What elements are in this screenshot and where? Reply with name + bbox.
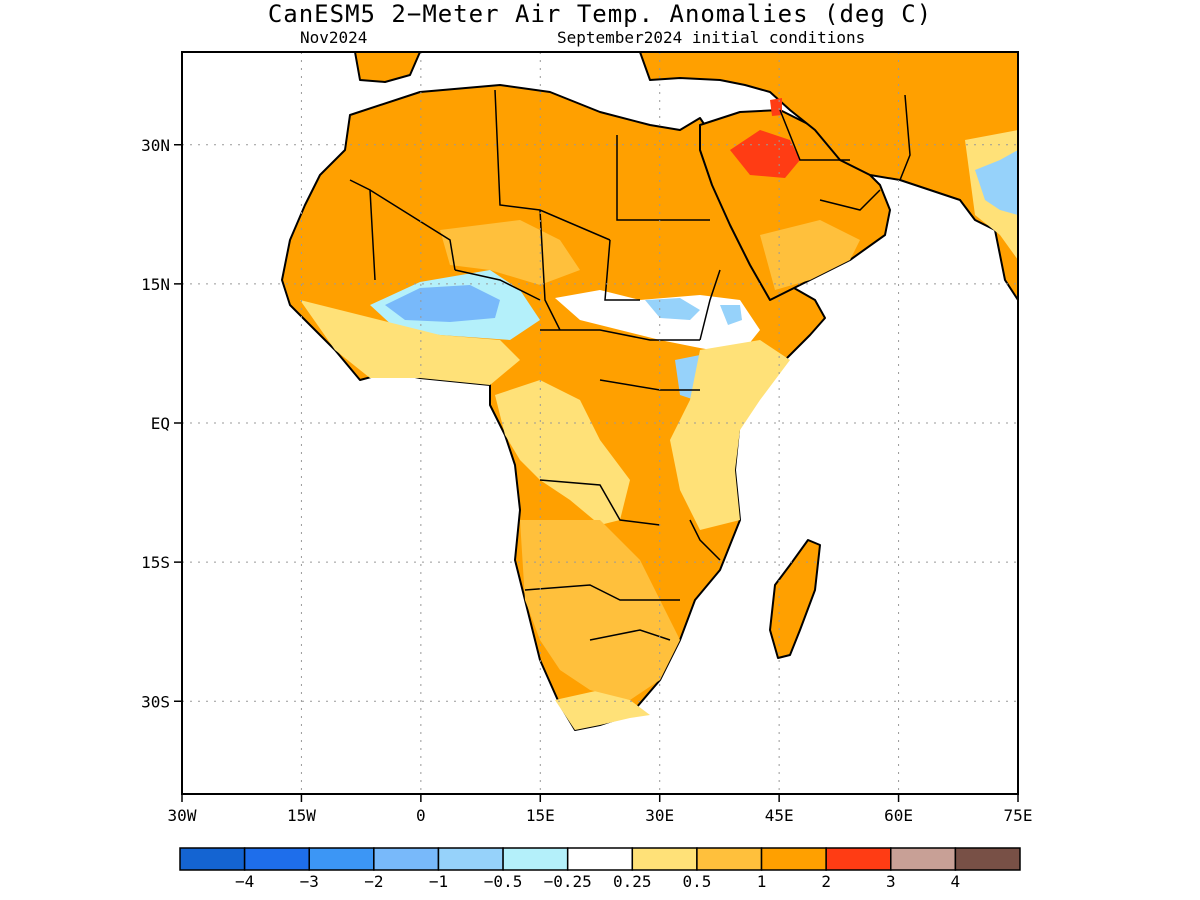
initial-conditions: September2024 initial conditions xyxy=(557,28,866,47)
colorbar-swatch xyxy=(566,847,634,871)
lat-tick-label: 15N xyxy=(141,275,170,294)
colorbar-label: 0.5 xyxy=(682,872,712,891)
axis-ticks: 30W 15W 0 15E 30E 45E 60E 75E 30N 15N EQ 15S 30S xyxy=(141,136,1032,825)
iraq-red xyxy=(730,130,800,178)
colorbar-swatch xyxy=(890,847,957,871)
lon-tick-label: 45E xyxy=(765,806,794,825)
colorbar-swatch xyxy=(373,847,440,871)
south-africa-yellow xyxy=(555,690,650,730)
colorbar-swatch xyxy=(243,847,310,871)
west-africa-yellow xyxy=(300,300,520,385)
colorbar-label: −0.5 xyxy=(483,872,523,891)
lon-tick-label: 15E xyxy=(526,806,555,825)
colorbar-swatch xyxy=(437,847,504,871)
east-africa-yellow xyxy=(670,340,790,530)
forecast-month: Nov2024 xyxy=(300,28,368,47)
colorbar-label: 2 xyxy=(821,872,831,891)
north-africa-yellow xyxy=(440,220,580,285)
colorbar-label: −3 xyxy=(299,872,319,891)
map-title: CanESM5 2−Meter Air Temp. Anomalies (deg… xyxy=(267,0,933,28)
lat-tick-label: 15S xyxy=(141,553,170,572)
madagascar-landmass xyxy=(769,539,821,659)
congo-yellow xyxy=(495,380,630,525)
iraq-red-north xyxy=(770,98,782,116)
colorbar-swatch xyxy=(954,847,1021,871)
ethiopia-blue xyxy=(720,305,742,325)
colorbar-label: 1 xyxy=(756,872,767,891)
lon-tick-label: 30E xyxy=(645,806,674,825)
southern-orange-light xyxy=(520,520,680,700)
europe-landmass xyxy=(354,52,421,83)
colorbar-label: −2 xyxy=(364,872,384,891)
colorbar-label: 4 xyxy=(950,872,961,891)
lat-lon-grid xyxy=(182,52,1018,794)
lon-tick-label: 0 xyxy=(416,806,426,825)
colorbar-swatch xyxy=(760,847,827,871)
colorbar-label: −0.25 xyxy=(543,872,592,891)
colorbar-swatch xyxy=(308,847,375,871)
colorbar-label: −4 xyxy=(234,872,255,891)
lon-tick-label: 75E xyxy=(1004,806,1033,825)
sahel-blue xyxy=(385,285,500,322)
lon-tick-label: 15W xyxy=(287,806,316,825)
colorbar xyxy=(179,847,1021,871)
chad-blue xyxy=(645,298,700,320)
colorbar-label: 0.25 xyxy=(613,872,652,891)
lat-tick-label: 30N xyxy=(141,136,170,155)
colorbar-swatch xyxy=(696,847,763,871)
lat-tick-label: 30S xyxy=(141,692,170,711)
colorbar-swatch xyxy=(825,847,892,871)
india-blue xyxy=(975,150,1018,215)
iran-landmass xyxy=(639,52,1018,301)
colorbar-swatch xyxy=(631,847,698,871)
lon-tick-label: 60E xyxy=(884,806,913,825)
country-borders xyxy=(349,89,911,641)
colorbar-swatch xyxy=(502,847,569,871)
colorbar-label: 3 xyxy=(885,872,896,891)
lat-tick-label: EQ xyxy=(151,414,170,433)
arabia-yellow xyxy=(760,220,860,290)
colorbar-label: −1 xyxy=(428,872,449,891)
map-content xyxy=(281,52,1018,731)
lon-tick-label: 30W xyxy=(168,806,197,825)
colorbar-swatch xyxy=(179,847,246,871)
